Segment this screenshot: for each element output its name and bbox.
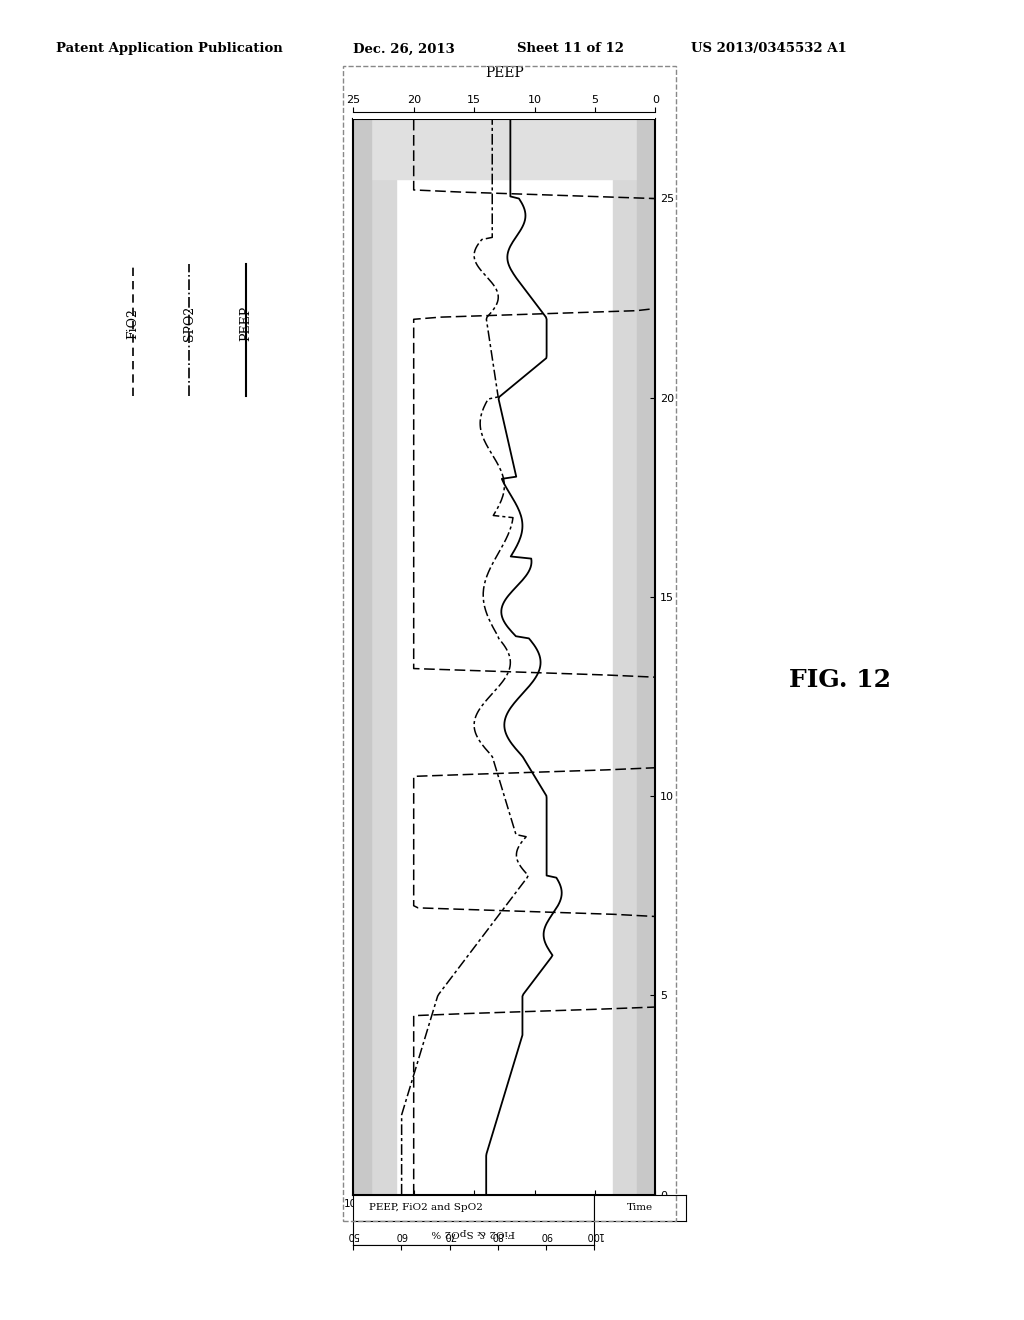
Text: Sheet 11 of 12: Sheet 11 of 12: [517, 42, 624, 55]
Text: Patent Application Publication: Patent Application Publication: [56, 42, 283, 55]
X-axis label: FiO2 & SpO2 %: FiO2 & SpO2 %: [457, 1213, 552, 1226]
Text: PEEP, FiO2 and SpO2: PEEP, FiO2 and SpO2: [369, 1204, 482, 1212]
Text: Time: Time: [627, 1204, 653, 1212]
Text: US 2013/0345532 A1: US 2013/0345532 A1: [691, 42, 847, 55]
Text: SPO2: SPO2: [183, 306, 196, 341]
Text: PEEP: PEEP: [485, 66, 524, 79]
Bar: [637, 119, 655, 1195]
Text: FiO2 & SpO2 %: FiO2 & SpO2 %: [432, 1229, 515, 1237]
Text: PEEP: PEEP: [240, 306, 252, 341]
Bar: [372, 119, 395, 1195]
Text: FiO2: FiO2: [127, 308, 139, 339]
Bar: [353, 119, 372, 1195]
Bar: [613, 119, 637, 1195]
Text: FIG. 12: FIG. 12: [788, 668, 891, 692]
Text: Dec. 26, 2013: Dec. 26, 2013: [353, 42, 455, 55]
Bar: [353, 119, 655, 178]
